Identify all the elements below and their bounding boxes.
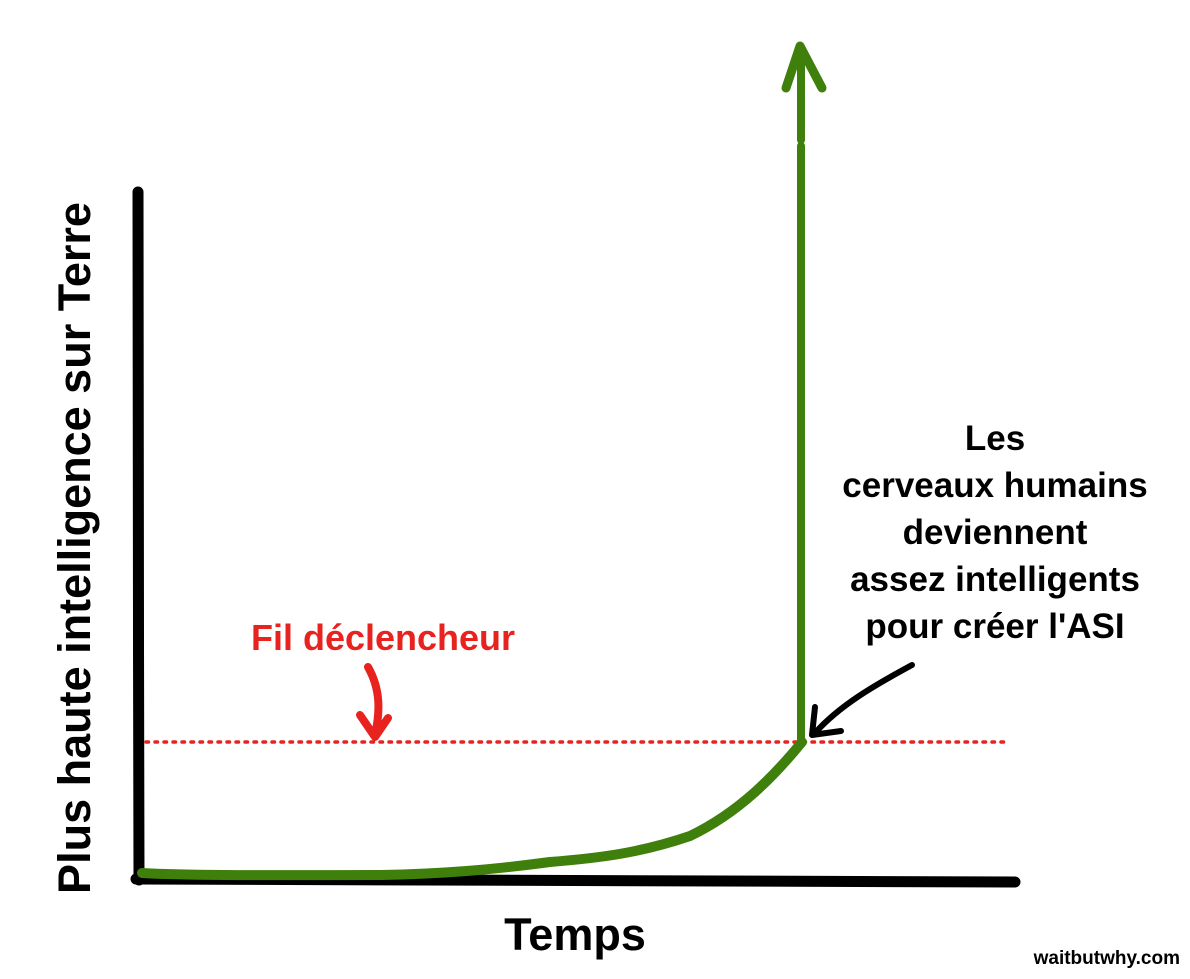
annotation-line: cerveaux humains	[842, 466, 1147, 505]
x-axis-label: Temps	[504, 909, 646, 960]
y-axis-line	[132, 186, 145, 886]
tripwire-arrow	[356, 663, 392, 741]
y-axis-label: Plus haute intelligence sur Terre	[49, 202, 100, 894]
annotation-line: assez intelligents	[850, 560, 1140, 599]
annotation-arrow	[809, 662, 915, 738]
vertical-growth-arrow	[781, 41, 827, 744]
annotation-line: Les	[965, 419, 1025, 458]
intelligence-curve	[137, 737, 807, 881]
annotation-text: Les cerveaux humains deviennent assez in…	[842, 419, 1147, 646]
annotation-line: pour créer l'ASI	[865, 607, 1124, 646]
tripwire-label: Fil déclencheur	[251, 617, 515, 658]
annotation-line: deviennent	[903, 513, 1088, 552]
credit-text: waitbutwhy.com	[1033, 948, 1180, 969]
